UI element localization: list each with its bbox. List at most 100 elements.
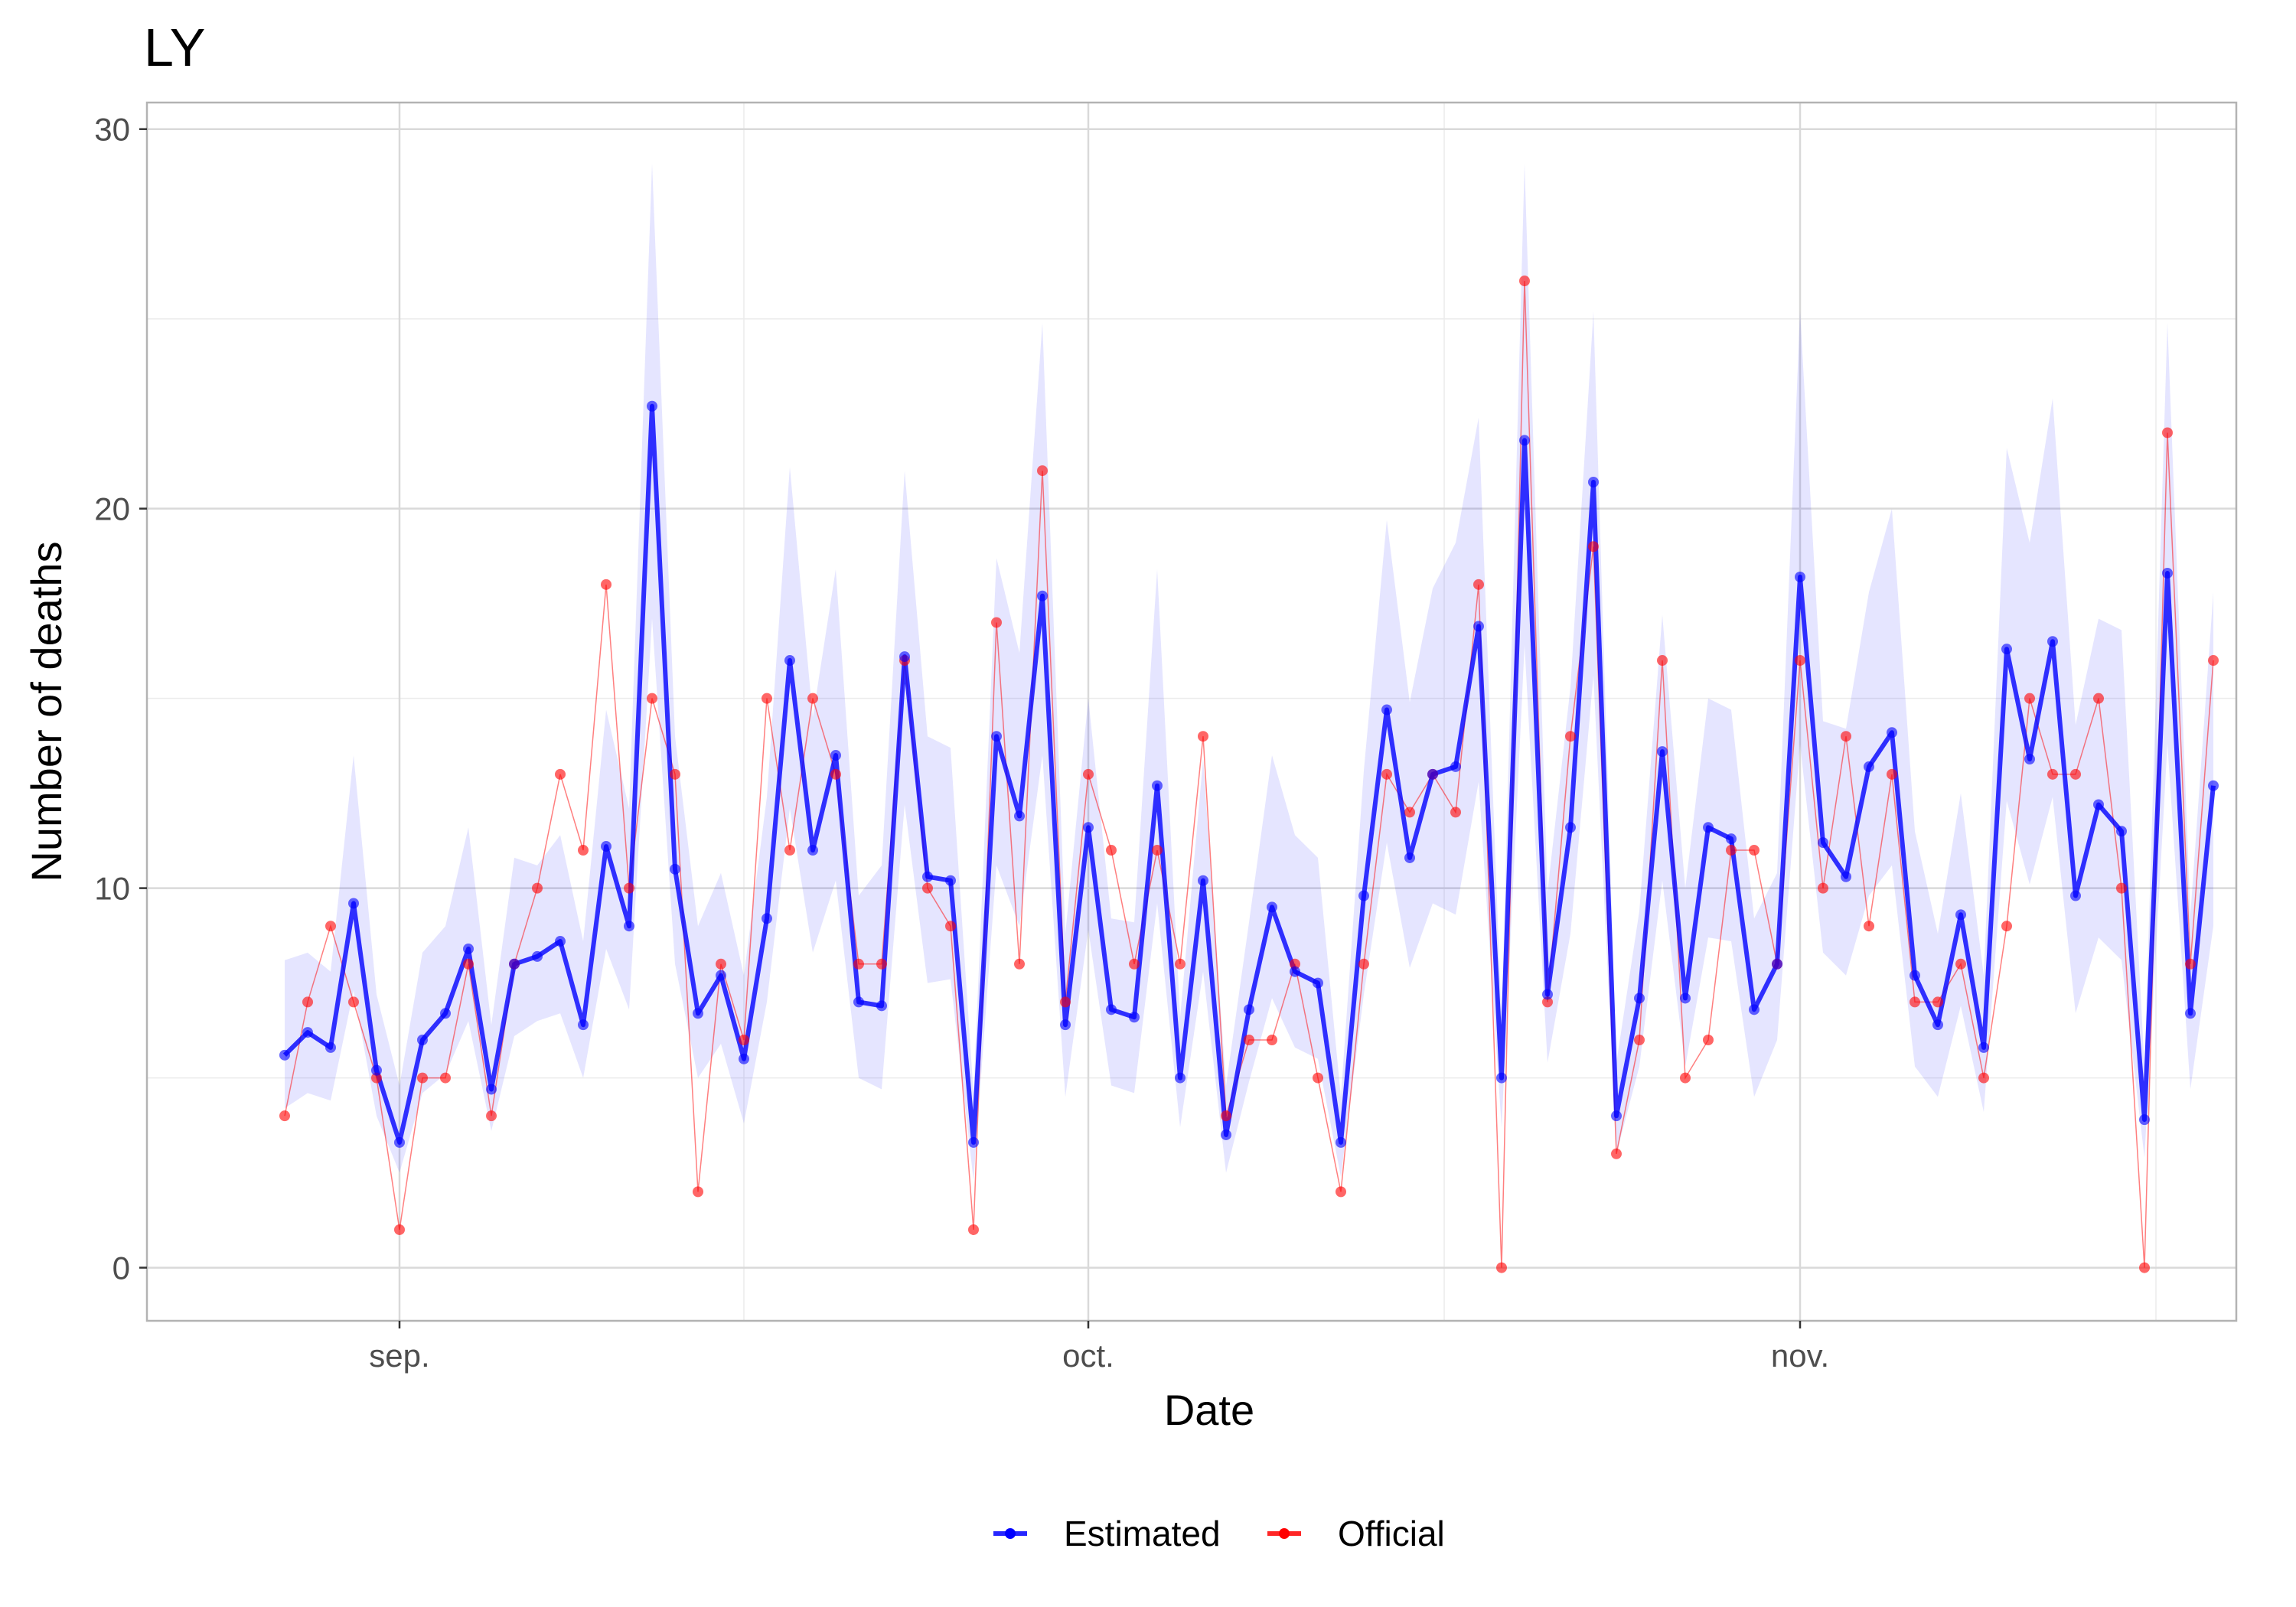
- estimated-data-point: [1198, 875, 1208, 886]
- official-data-point: [1611, 1148, 1622, 1159]
- official-data-point: [2162, 427, 2173, 438]
- official-data-point: [922, 882, 933, 894]
- estimated-data-point: [2162, 567, 2173, 579]
- y-tick-label: 0: [113, 1250, 130, 1286]
- official-data-point: [1932, 996, 1943, 1008]
- official-data-point: [555, 768, 566, 780]
- estimated-data-point: [1267, 901, 1277, 913]
- official-data-point: [762, 693, 772, 704]
- official-data-point: [1198, 731, 1208, 742]
- x-axis-title: Date: [1164, 1386, 1254, 1434]
- estimated-data-point: [302, 1027, 313, 1038]
- estimated-data-point: [1083, 822, 1094, 833]
- official-data-point: [302, 996, 313, 1008]
- official-data-point: [2070, 768, 2081, 780]
- official-data-point: [2185, 958, 2196, 970]
- estimated-data-point: [2047, 636, 2058, 647]
- official-data-point: [1841, 731, 1851, 742]
- official-data-point: [1014, 958, 1025, 970]
- estimated-data-point: [670, 863, 680, 875]
- official-data-point: [739, 1034, 749, 1045]
- official-data-point: [1818, 882, 1828, 894]
- estimated-data-point: [1932, 1019, 1943, 1031]
- estimated-data-point: [899, 651, 910, 663]
- official-data-point: [1887, 768, 1897, 780]
- official-data-point: [784, 845, 795, 856]
- official-data-point: [807, 693, 818, 704]
- official-data-point: [693, 1186, 703, 1198]
- estimated-data-point: [1565, 822, 1576, 833]
- legend: Estimated Official: [993, 1514, 1445, 1553]
- estimated-data-point: [762, 913, 772, 924]
- estimated-data-point: [2208, 780, 2219, 791]
- estimated-data-point: [1473, 621, 1484, 632]
- estimated-data-point: [739, 1053, 749, 1064]
- official-data-point: [1542, 996, 1553, 1008]
- estimated-data-point: [1749, 1004, 1760, 1015]
- estimated-data-point: [1703, 822, 1714, 833]
- estimated-data-point: [440, 1008, 451, 1019]
- official-data-point: [1083, 768, 1094, 780]
- official-data-point: [371, 1072, 382, 1084]
- official-data-point: [2093, 693, 2104, 704]
- official-data-point: [624, 882, 634, 894]
- official-data-point: [1565, 731, 1576, 742]
- estimated-data-point: [486, 1084, 497, 1095]
- estimated-data-point: [2001, 644, 2012, 655]
- estimated-data-point: [853, 996, 864, 1008]
- estimated-data-point: [784, 655, 795, 667]
- official-data-point: [1037, 465, 1048, 477]
- official-data-point: [1703, 1034, 1714, 1045]
- estimated-data-point: [1634, 993, 1645, 1004]
- official-data-point: [1313, 1072, 1323, 1084]
- estimated-data-point: [1313, 977, 1323, 989]
- official-data-point: [486, 1110, 497, 1122]
- estimated-data-point: [1106, 1004, 1117, 1015]
- estimated-data-point: [1060, 1019, 1071, 1031]
- estimated-data-point: [1381, 704, 1392, 715]
- official-data-point: [1336, 1186, 1346, 1198]
- official-data-point: [463, 958, 474, 970]
- official-data-point: [716, 958, 726, 970]
- official-data-point: [417, 1072, 428, 1084]
- official-data-point: [601, 579, 612, 590]
- official-data-point: [1496, 1262, 1507, 1273]
- estimated-data-point: [325, 1041, 336, 1053]
- plot-panel-background: [147, 103, 2236, 1321]
- estimated-data-point: [348, 898, 359, 909]
- official-data-point: [2024, 693, 2035, 704]
- estimated-data-point: [279, 1049, 290, 1061]
- estimated-data-point: [1427, 768, 1438, 780]
- official-data-point: [348, 996, 359, 1008]
- official-data-point: [670, 768, 680, 780]
- legend-label: Official: [1338, 1514, 1445, 1553]
- estimated-data-point: [417, 1034, 428, 1045]
- estimated-data-point: [2024, 753, 2035, 764]
- legend-label: Estimated: [1064, 1514, 1221, 1553]
- official-data-point: [1244, 1034, 1254, 1045]
- estimated-data-point: [1818, 837, 1828, 849]
- estimated-data-point: [1152, 780, 1163, 791]
- legend-key-point: [1005, 1528, 1016, 1539]
- y-axis-title: Number of deaths: [22, 541, 70, 882]
- official-data-point: [1749, 845, 1760, 856]
- official-data-point: [1358, 958, 1369, 970]
- estimated-data-point: [1404, 852, 1415, 863]
- estimated-data-point: [693, 1008, 703, 1019]
- official-data-point: [1955, 958, 1966, 970]
- official-data-point: [1450, 807, 1461, 818]
- estimated-data-point: [1496, 1072, 1507, 1084]
- y-tick-label: 10: [94, 871, 130, 907]
- series-points: [279, 275, 2219, 1273]
- estimated-data-point: [1978, 1041, 1989, 1053]
- y-tick-label: 30: [94, 112, 130, 148]
- official-data-point: [2139, 1262, 2150, 1273]
- official-data-point: [1267, 1034, 1277, 1045]
- estimated-data-point: [2093, 799, 2104, 810]
- estimated-data-point: [1290, 966, 1300, 977]
- official-data-point: [991, 617, 1002, 628]
- estimated-data-point: [1588, 476, 1599, 487]
- official-data-point: [1381, 768, 1392, 780]
- estimated-data-point: [555, 936, 566, 947]
